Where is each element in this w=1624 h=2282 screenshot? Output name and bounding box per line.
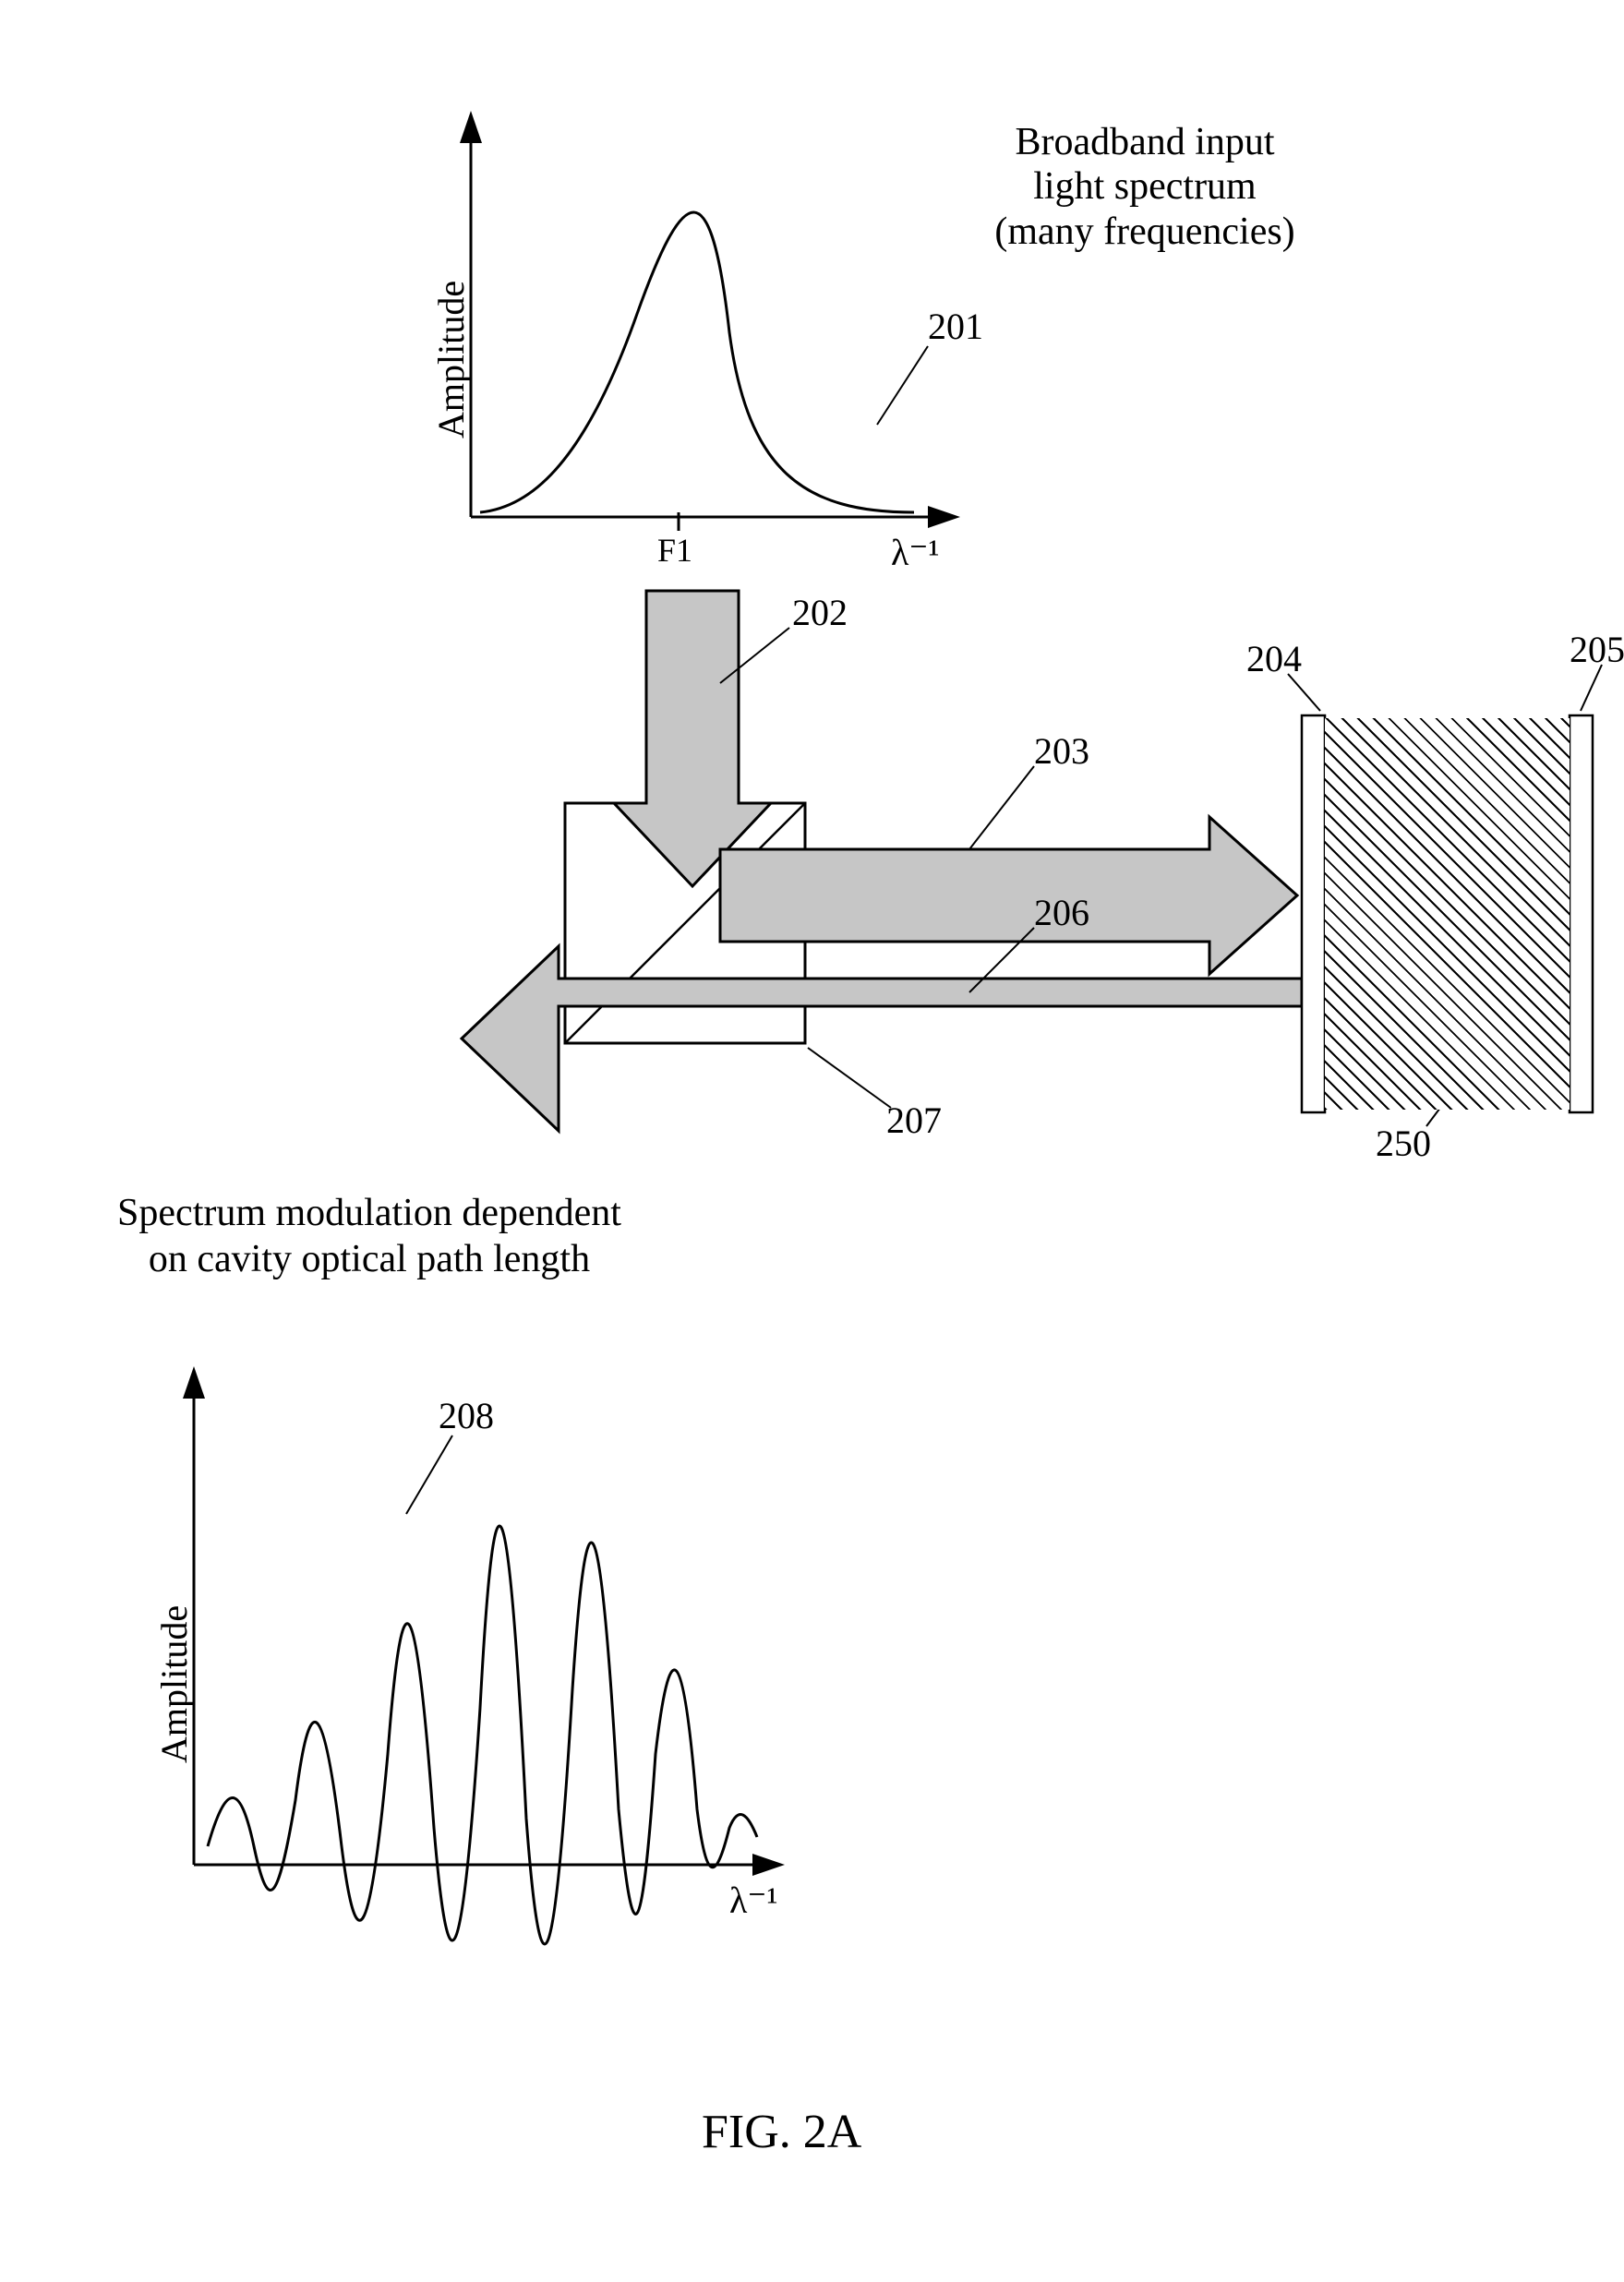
input-x-tick: F1 [657,531,692,570]
cavity-medium [1325,718,1570,1110]
callout-205: 205 [1570,628,1624,671]
input-spectrum-title-text: Broadband input light spectrum (many fre… [994,121,1294,253]
figure-caption: FIG. 2A [702,2105,861,2159]
callout-208: 208 [439,1394,494,1437]
input-x-axis: λ⁻¹ [891,531,940,574]
callout-202: 202 [792,591,848,634]
callout-201: 201 [928,305,983,348]
output-y-axis: Amplitude [152,1605,196,1763]
output-spectrum-title: Spectrum modulation dependent on cavity … [74,1191,665,1282]
output-spectrum-title-text: Spectrum modulation dependent on cavity … [117,1192,621,1280]
input-y-axis: Amplitude [429,281,473,438]
callout-203: 203 [1034,729,1089,773]
output-x-axis: λ⁻¹ [729,1879,778,1922]
input-spectrum-title: Broadband input light spectrum (many fre… [951,120,1339,254]
callout-206: 206 [1034,891,1089,934]
callout-207: 207 [886,1099,942,1142]
callout-250: 250 [1376,1122,1431,1165]
callout-204: 204 [1246,637,1302,680]
